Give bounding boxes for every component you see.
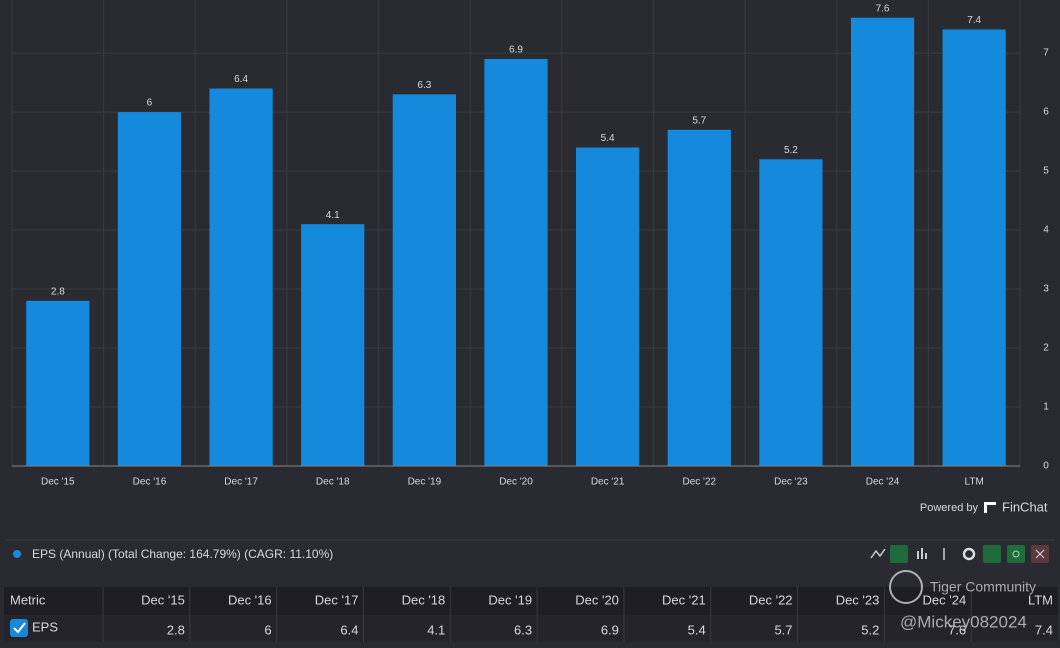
bar (942, 29, 1006, 466)
toolbar (870, 545, 1049, 563)
watermark-user: @Mickey082024 (900, 612, 1027, 631)
table-row-label: EPS (32, 619, 58, 634)
value-label: 6.9 (509, 45, 523, 56)
table-cell: 5.2 (861, 622, 879, 637)
x-tick-label: Dec '21 (591, 477, 625, 488)
table-cell: 6.4 (340, 622, 358, 637)
check-icon (13, 622, 26, 634)
y-tick-label: 4 (1043, 225, 1049, 236)
table-header-cell: Metric (10, 592, 46, 607)
bar (301, 224, 365, 466)
plot: 0 1 2 3 4 5 6 7 2.8 Dec '15 6 Dec '16 6.4 Dec '17 4.1 D… (11, 0, 1049, 488)
table-cell: 7.6 (948, 622, 966, 637)
x-tick-label: Dec '18 (316, 477, 350, 488)
column-view-button[interactable] (921, 548, 923, 559)
table-header-cell: Dec '24 (923, 592, 967, 607)
table-cell: 4.1 (427, 622, 445, 637)
bar (209, 88, 273, 466)
value-label: 7.4 (967, 15, 981, 26)
table-cell: 6 (264, 622, 271, 637)
visibility-button[interactable] (1007, 545, 1025, 563)
table-header-cell: Dec '19 (488, 592, 532, 607)
x-tick-label: Dec '22 (682, 477, 716, 488)
value-label: 2.8 (51, 286, 65, 297)
column-view-button[interactable] (917, 551, 919, 559)
table-header-cell: Dec '20 (575, 592, 619, 607)
bar (667, 129, 731, 466)
table-header-cell: Dec '17 (315, 592, 359, 607)
watermark-logo (889, 570, 923, 604)
table-header-cell: Dec '23 (836, 592, 880, 607)
value-label: 6.3 (417, 80, 431, 91)
table-cell: 6.9 (601, 622, 619, 637)
value-label: 6 (147, 98, 153, 109)
table-cell: 7.4 (1035, 622, 1053, 637)
tag-button[interactable] (983, 545, 1001, 563)
value-label: 6.4 (234, 74, 248, 85)
table-header-cell: Dec '21 (662, 592, 706, 607)
y-tick-label: 2 (1043, 343, 1049, 354)
value-label: 5.7 (692, 115, 706, 126)
value-label: 7.6 (876, 3, 890, 14)
x-icon (1035, 549, 1045, 559)
table-header-cell: Dec '16 (228, 592, 272, 607)
value-label: 4.1 (326, 210, 340, 221)
watermark: Tiger Community @Mickey082024 (889, 570, 1036, 631)
x-tick-label: LTM (965, 477, 984, 488)
brand-logo (984, 502, 996, 505)
table-header-cell: LTM (1028, 592, 1053, 607)
y-tick-label: 5 (1043, 166, 1049, 177)
x-tick-label: Dec '20 (499, 477, 533, 488)
column-view-button[interactable] (925, 553, 927, 559)
table-row (4, 615, 1058, 642)
table-cell: 5.7 (774, 622, 792, 637)
value-label: 5.4 (601, 133, 615, 144)
row-checkbox[interactable] (10, 619, 28, 637)
settings-button[interactable] (962, 547, 976, 561)
x-tick-label: Dec '17 (224, 477, 258, 488)
legend-marker[interactable] (13, 550, 21, 558)
table-header (4, 587, 1058, 615)
bar (117, 112, 182, 466)
value-label: 5.2 (784, 145, 798, 156)
y-tick-label: 7 (1043, 48, 1049, 59)
y-tick-label: 0 (1043, 461, 1049, 472)
x-tick-label: Dec '15 (41, 477, 75, 488)
table-cell: 6.3 (514, 622, 532, 637)
eye-icon (1012, 550, 1020, 558)
y-tick-label: 3 (1043, 284, 1049, 295)
bar-view-button[interactable] (890, 545, 908, 563)
powered-by: Powered by (920, 502, 979, 514)
bar (759, 159, 823, 467)
table-header-cell: Dec '18 (402, 592, 446, 607)
line-view-button[interactable] (870, 548, 886, 559)
legend-label[interactable]: EPS (Annual) (Total Change: 164.79%) (CA… (32, 547, 333, 561)
y-tick-label: 1 (1043, 402, 1049, 413)
bar (26, 300, 90, 466)
data-table: Metric EPS Dec '15 2.8 Dec '16 6 Dec '17 6.4 D… (4, 587, 1058, 642)
bar (850, 17, 915, 467)
x-tick-label: Dec '23 (774, 477, 808, 488)
bar (576, 147, 640, 466)
bar (392, 94, 456, 466)
x-tick-label: Dec '24 (866, 477, 900, 488)
brand-logo (984, 502, 987, 513)
table-cell: 5.4 (688, 622, 706, 637)
table-cell: 2.8 (167, 622, 185, 637)
x-tick-label: Dec '19 (408, 477, 442, 488)
watermark-site: Tiger Community (930, 579, 1036, 595)
table-header-cell: Dec '22 (749, 592, 793, 607)
brand: FinChat (1002, 499, 1048, 514)
bar (484, 58, 548, 467)
table-header-cell: Dec '15 (141, 592, 185, 607)
x-tick-label: Dec '16 (133, 477, 167, 488)
y-tick-label: 6 (1043, 107, 1049, 118)
